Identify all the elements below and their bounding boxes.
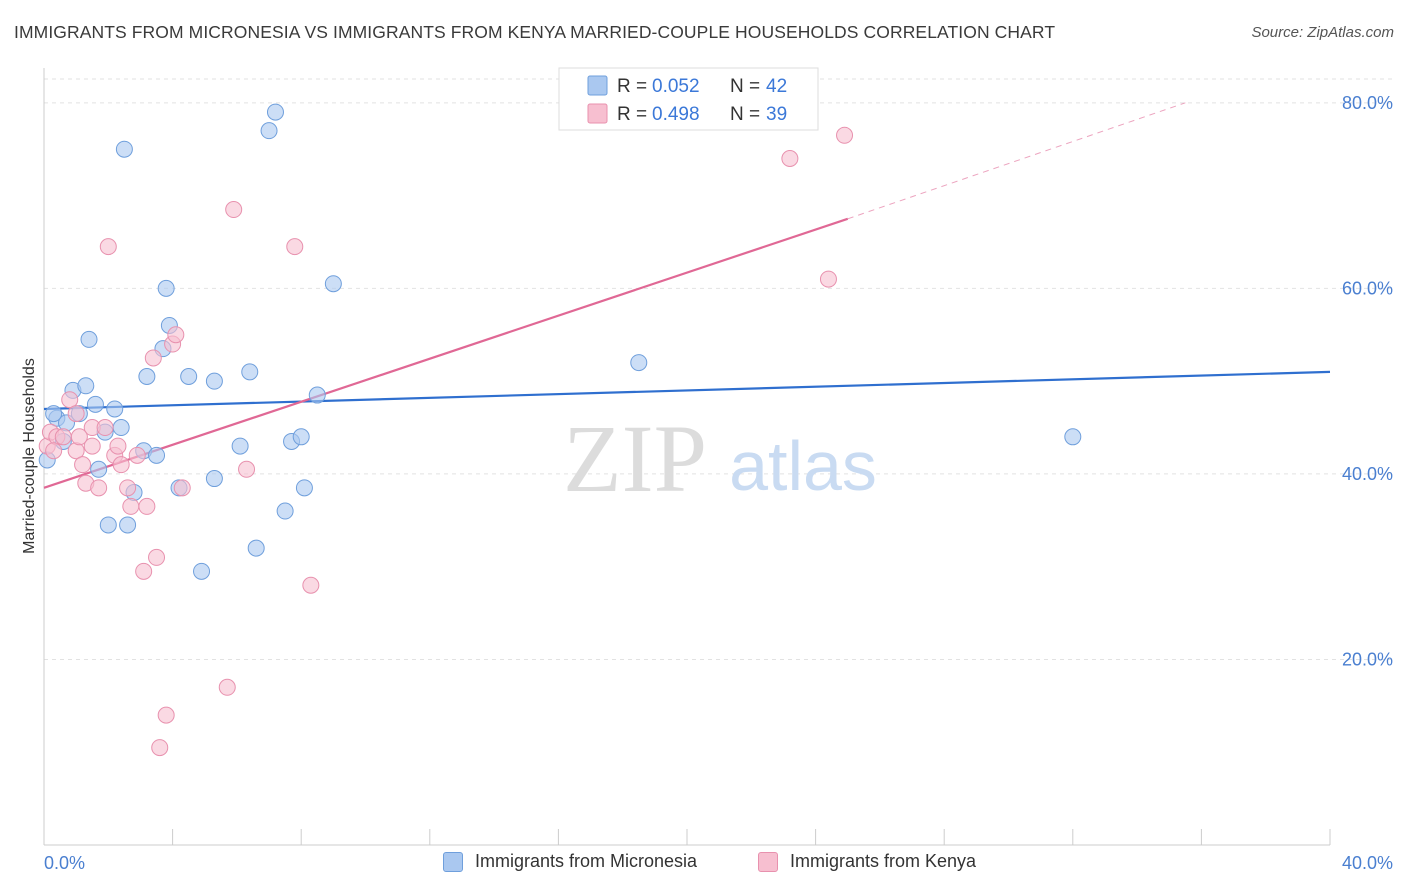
legend-r-value: 0.498 [652, 104, 700, 125]
legend-n-label: N = [730, 104, 760, 125]
point-micronesia [80, 330, 98, 348]
bottom-legend-label: Immigrants from Kenya [790, 851, 977, 871]
point-kenya [96, 419, 114, 437]
point-micronesia [1064, 428, 1082, 446]
point-micronesia [241, 363, 259, 381]
point-micronesia [157, 279, 175, 297]
y-axis-label: Married-couple Households [21, 358, 38, 554]
legend-r-label: R = [617, 76, 647, 97]
point-micronesia [180, 368, 198, 386]
point-micronesia [205, 372, 223, 390]
point-kenya [67, 405, 85, 423]
point-kenya [218, 678, 236, 696]
legend-swatch-kenya [587, 103, 608, 124]
y-tick-label: 80.0% [1342, 93, 1393, 113]
point-kenya [109, 437, 127, 455]
point-micronesia [276, 502, 294, 520]
point-kenya [135, 562, 153, 580]
point-micronesia [308, 386, 326, 404]
point-kenya [90, 479, 108, 497]
trend-line-micronesia [43, 370, 1331, 411]
point-kenya [157, 706, 175, 724]
point-kenya [819, 270, 837, 288]
point-kenya [45, 442, 63, 460]
trend-line-kenya-extension [847, 102, 1186, 220]
chart-title: IMMIGRANTS FROM MICRONESIA VS IMMIGRANTS… [14, 22, 1056, 42]
point-micronesia [86, 395, 104, 413]
source-credit: Source: ZipAtlas.com [1251, 24, 1394, 41]
bottom-legend-item-micronesia: Immigrants from Micronesia [443, 851, 697, 872]
legend-n-value: 39 [766, 104, 787, 125]
bottom-legend: Immigrants from Micronesia Immigrants fr… [0, 851, 1406, 879]
point-micronesia [193, 562, 211, 580]
point-kenya [148, 548, 166, 566]
watermark-atlas: atlas [729, 427, 877, 505]
bottom-legend-item-kenya: Immigrants from Kenya [758, 851, 976, 872]
point-kenya [238, 460, 256, 478]
x-tick-label: 0.0% [44, 853, 85, 873]
legend-swatch-kenya [758, 851, 778, 872]
point-micronesia [90, 460, 108, 478]
legend-swatch-micronesia [587, 75, 608, 96]
point-kenya [99, 238, 117, 256]
point-micronesia [630, 354, 648, 372]
legend: R = 0.052 N = 42 R = 0.498 N = 39 [558, 67, 819, 131]
point-micronesia [138, 368, 156, 386]
point-micronesia [266, 103, 284, 121]
point-kenya [173, 479, 191, 497]
point-micronesia [292, 428, 310, 446]
point-kenya [122, 497, 140, 515]
y-tick-label: 40.0% [1342, 464, 1393, 484]
point-micronesia [119, 516, 137, 534]
point-micronesia [205, 470, 223, 488]
watermark-zip: ZIP [563, 405, 707, 512]
legend-n-label: N = [730, 76, 760, 97]
trend-line-kenya [43, 217, 849, 489]
point-kenya [138, 497, 156, 515]
point-micronesia [148, 446, 166, 464]
y-tick-label: 20.0% [1342, 649, 1393, 669]
watermark: ZIP atlas [563, 405, 877, 512]
point-micronesia [106, 400, 124, 418]
point-kenya [167, 326, 185, 344]
point-kenya [144, 349, 162, 367]
point-micronesia [112, 419, 130, 437]
point-kenya [112, 456, 130, 474]
y-tick-label: 60.0% [1342, 278, 1393, 298]
point-kenya [128, 446, 146, 464]
legend-r-value: 0.052 [652, 76, 700, 97]
point-kenya [70, 428, 88, 446]
point-kenya [286, 238, 304, 256]
data-points [38, 103, 1082, 757]
point-kenya [61, 391, 79, 409]
point-kenya [836, 126, 854, 144]
point-kenya [74, 456, 92, 474]
legend-r-label: R = [617, 104, 647, 125]
point-kenya [54, 428, 72, 446]
legend-n-value: 42 [766, 76, 787, 97]
tick-labels: 20.0% 40.0% 60.0% 80.0% 0.0% 40.0% [44, 93, 1393, 873]
point-micronesia [295, 479, 313, 497]
bottom-legend-label: Immigrants from Micronesia [475, 851, 698, 871]
point-micronesia [45, 405, 63, 423]
point-micronesia [247, 539, 265, 557]
point-micronesia [260, 122, 278, 140]
point-kenya [302, 576, 320, 594]
x-tick-label: 40.0% [1342, 853, 1393, 873]
point-kenya [119, 479, 137, 497]
legend-swatch-micronesia [443, 851, 463, 872]
point-kenya [781, 149, 799, 167]
point-kenya [151, 739, 169, 757]
point-micronesia [99, 516, 117, 534]
point-micronesia [77, 377, 95, 395]
point-kenya [83, 437, 101, 455]
point-micronesia [231, 437, 249, 455]
trend-lines [43, 102, 1331, 489]
point-micronesia [324, 275, 342, 293]
point-kenya [225, 201, 243, 219]
point-micronesia [115, 140, 133, 158]
